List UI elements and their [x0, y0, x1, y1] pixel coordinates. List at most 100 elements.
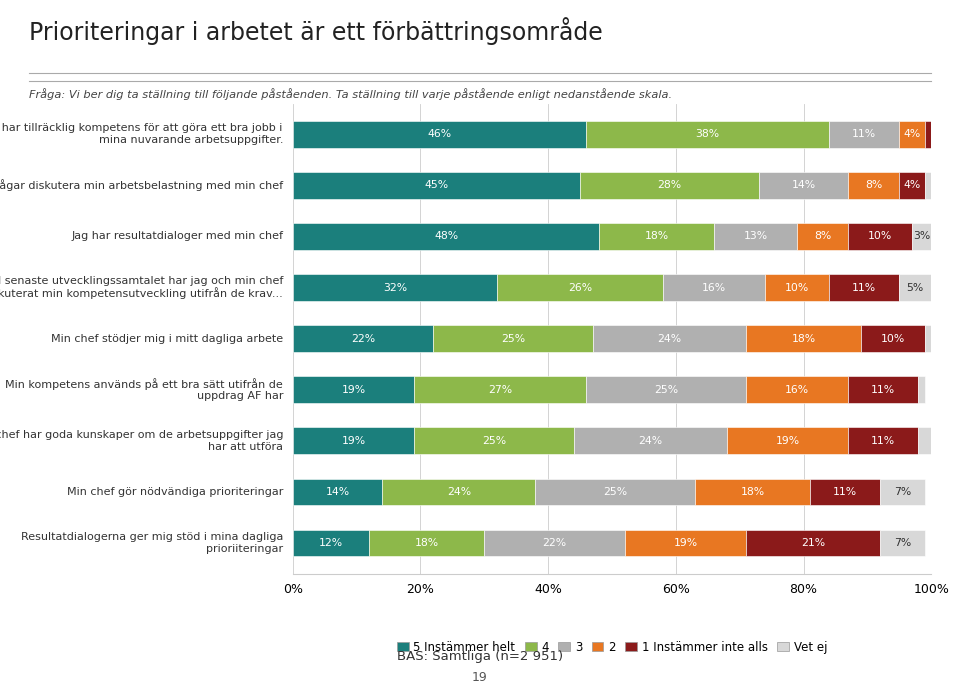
- Bar: [580, 172, 758, 198]
- Text: Min chef gör nödvändiga prioriteringar: Min chef gör nödvändiga prioriteringar: [67, 487, 283, 497]
- Text: 14%: 14%: [791, 180, 816, 190]
- Bar: [765, 274, 829, 301]
- Bar: [746, 325, 861, 352]
- Text: Resultatdialogerna ger mig stöd i mina dagliga
prioriiteringar: Resultatdialogerna ger mig stöd i mina d…: [21, 532, 283, 553]
- Bar: [370, 529, 484, 556]
- Bar: [625, 529, 746, 556]
- Bar: [293, 274, 497, 301]
- Text: 11%: 11%: [872, 436, 896, 446]
- Text: 11%: 11%: [852, 283, 876, 292]
- Bar: [433, 325, 593, 352]
- Text: 28%: 28%: [658, 180, 682, 190]
- Text: 19%: 19%: [776, 436, 800, 446]
- Bar: [924, 325, 938, 352]
- Text: 7%: 7%: [894, 538, 911, 548]
- Text: I senaste utvecklingssamtalet har jag och min chef
diskuterat min kompetensutvec: I senaste utvecklingssamtalet har jag oc…: [0, 276, 283, 299]
- Text: Min chef stödjer mig i mitt dagliga arbete: Min chef stödjer mig i mitt dagliga arbe…: [51, 334, 283, 343]
- Text: 11%: 11%: [872, 385, 896, 395]
- Bar: [880, 529, 924, 556]
- Text: 7%: 7%: [894, 487, 911, 497]
- Bar: [497, 274, 663, 301]
- Text: 10%: 10%: [785, 283, 809, 292]
- Bar: [746, 377, 849, 403]
- Text: 16%: 16%: [785, 385, 809, 395]
- Text: 3%: 3%: [913, 231, 930, 241]
- Text: 46%: 46%: [427, 129, 452, 140]
- Bar: [536, 479, 695, 505]
- Text: 22%: 22%: [542, 538, 566, 548]
- Bar: [293, 377, 414, 403]
- Bar: [924, 172, 931, 198]
- Text: Jag vågar diskutera min arbetsbelastning med min chef: Jag vågar diskutera min arbetsbelastning…: [0, 180, 283, 191]
- Bar: [414, 377, 587, 403]
- Bar: [293, 479, 382, 505]
- Bar: [663, 274, 765, 301]
- Text: 19%: 19%: [342, 436, 366, 446]
- Text: 18%: 18%: [791, 334, 816, 343]
- Bar: [810, 479, 880, 505]
- Text: 25%: 25%: [603, 487, 627, 497]
- Text: 18%: 18%: [415, 538, 439, 548]
- Bar: [587, 377, 746, 403]
- Bar: [900, 121, 924, 148]
- Bar: [293, 325, 433, 352]
- Text: Min chef har goda kunskaper om de arbetsuppgifter jag
har att utföra: Min chef har goda kunskaper om de arbets…: [0, 430, 283, 451]
- Bar: [919, 377, 924, 403]
- Text: 14%: 14%: [325, 487, 349, 497]
- Text: 4%: 4%: [903, 129, 921, 140]
- Text: 24%: 24%: [446, 487, 470, 497]
- Text: 19%: 19%: [342, 385, 366, 395]
- Text: 5%: 5%: [906, 283, 924, 292]
- Text: Min kompetens används på ett bra sätt utifrån de
uppdrag AF har: Min kompetens används på ett bra sätt ut…: [6, 378, 283, 401]
- Bar: [849, 428, 919, 454]
- Bar: [293, 223, 599, 249]
- Text: 38%: 38%: [696, 129, 720, 140]
- Text: 32%: 32%: [383, 283, 407, 292]
- Text: 16%: 16%: [702, 283, 726, 292]
- Text: 48%: 48%: [434, 231, 458, 241]
- Text: 24%: 24%: [638, 436, 662, 446]
- Bar: [919, 428, 931, 454]
- Text: Prioriteringar i arbetet är ett förbättringsområde: Prioriteringar i arbetet är ett förbättr…: [29, 17, 603, 45]
- Bar: [727, 428, 849, 454]
- Text: 4%: 4%: [903, 180, 921, 190]
- Text: 18%: 18%: [644, 231, 669, 241]
- Text: 19: 19: [472, 671, 488, 684]
- Bar: [797, 223, 849, 249]
- Bar: [293, 529, 370, 556]
- Bar: [758, 172, 849, 198]
- Text: 12%: 12%: [319, 538, 343, 548]
- Bar: [900, 274, 931, 301]
- Text: 18%: 18%: [740, 487, 764, 497]
- Bar: [714, 223, 797, 249]
- Bar: [861, 325, 924, 352]
- Bar: [880, 479, 924, 505]
- Text: 11%: 11%: [833, 487, 857, 497]
- Bar: [849, 223, 912, 249]
- Bar: [829, 274, 900, 301]
- Text: Jag har tillräcklig kompetens för att göra ett bra jobb i
mina nuvarande arbetsu: Jag har tillräcklig kompetens för att gö…: [0, 124, 283, 145]
- Text: 19%: 19%: [673, 538, 698, 548]
- Bar: [593, 325, 746, 352]
- Bar: [293, 172, 580, 198]
- Text: 24%: 24%: [658, 334, 682, 343]
- Text: 8%: 8%: [865, 180, 882, 190]
- Bar: [849, 172, 900, 198]
- Bar: [574, 428, 727, 454]
- Bar: [484, 529, 625, 556]
- Bar: [829, 121, 900, 148]
- Text: 13%: 13%: [744, 231, 768, 241]
- Bar: [382, 479, 536, 505]
- Text: BAS: Samtliga (n=2 951): BAS: Samtliga (n=2 951): [396, 650, 564, 663]
- Bar: [912, 223, 931, 249]
- Text: 25%: 25%: [482, 436, 506, 446]
- Text: 45%: 45%: [424, 180, 448, 190]
- Bar: [293, 428, 414, 454]
- Text: Jag har resultatdialoger med min chef: Jag har resultatdialoger med min chef: [71, 231, 283, 241]
- Text: Fråga: Vi ber dig ta ställning till följande påståenden. Ta ställning till varje: Fråga: Vi ber dig ta ställning till följ…: [29, 88, 672, 100]
- Text: 11%: 11%: [852, 129, 876, 140]
- Text: 25%: 25%: [501, 334, 525, 343]
- Text: 25%: 25%: [654, 385, 679, 395]
- Bar: [900, 172, 924, 198]
- Bar: [849, 377, 919, 403]
